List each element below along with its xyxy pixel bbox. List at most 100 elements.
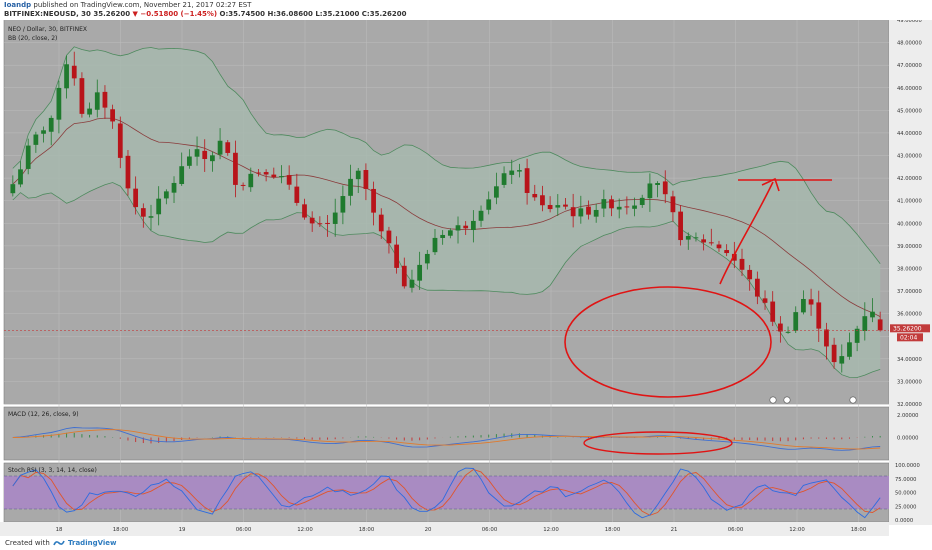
candle-body bbox=[501, 173, 507, 185]
candle-body bbox=[64, 64, 69, 89]
candle-body bbox=[363, 170, 369, 189]
candle-body bbox=[486, 199, 492, 210]
time-tick-label: 12:00 bbox=[789, 527, 805, 533]
candle-body bbox=[79, 78, 85, 114]
candle-body bbox=[494, 186, 499, 198]
candle-body bbox=[263, 172, 269, 175]
candle-body bbox=[194, 149, 200, 157]
candle-body bbox=[148, 216, 154, 218]
candle-body bbox=[33, 134, 39, 145]
candle-body bbox=[56, 87, 62, 120]
candle-body bbox=[171, 182, 177, 193]
candle-body bbox=[731, 253, 737, 261]
bollinger-lower-line bbox=[12, 182, 881, 378]
price-chart[interactable]: 35.26200 02:04 49.00000 48.00000 47.00000 46.… bbox=[0, 20, 932, 536]
ohlc-values: O:35.74500 H:36.08600 L:35.21000 C:35.26… bbox=[219, 10, 407, 18]
candle-body bbox=[770, 301, 776, 322]
candle-body bbox=[25, 145, 31, 169]
candle-body bbox=[655, 183, 660, 185]
annotation-arrow-curve bbox=[719, 181, 774, 285]
candle-body bbox=[801, 298, 806, 313]
candle-body bbox=[186, 156, 192, 166]
candle-body bbox=[739, 258, 745, 270]
candle-body bbox=[309, 217, 315, 224]
price-tick-label: 36.00000 bbox=[897, 312, 922, 318]
candle-body bbox=[877, 319, 883, 331]
candle-body bbox=[540, 195, 545, 206]
candle-body bbox=[432, 237, 438, 253]
candle-body bbox=[662, 181, 668, 195]
time-tick-label: 18:00 bbox=[359, 527, 375, 533]
publish-line: Ioandp published on TradingView.com, Nov… bbox=[4, 1, 251, 9]
candle-body bbox=[317, 223, 323, 225]
price-tick-label: 40.00000 bbox=[897, 221, 922, 227]
annotation-macd-ellipse bbox=[583, 431, 733, 455]
candle-body bbox=[555, 205, 561, 208]
candle-body bbox=[240, 184, 246, 186]
candle-body bbox=[470, 220, 476, 231]
price-change: ▼ −0.51800 (−1.45%) bbox=[132, 10, 218, 18]
candle-body bbox=[302, 204, 307, 218]
stoch-title: Stoch RSI (3, 3, 14, 14, close) bbox=[8, 467, 97, 474]
candle-body bbox=[509, 170, 515, 175]
time-tick-label: 20 bbox=[425, 527, 432, 533]
annotation-ellipse bbox=[564, 286, 772, 398]
candle-body bbox=[348, 178, 353, 196]
candle-body bbox=[532, 193, 538, 198]
candle-body bbox=[870, 311, 875, 318]
candle-body bbox=[202, 150, 208, 160]
stoch-tick-label: 25.0000 bbox=[895, 504, 916, 510]
candle-body bbox=[793, 312, 799, 331]
candle-body bbox=[578, 208, 584, 217]
candle-body bbox=[401, 265, 407, 287]
countdown-bg bbox=[897, 333, 923, 342]
candle-body bbox=[71, 65, 77, 79]
candle-body bbox=[447, 230, 453, 236]
price-tick-label: 48.00000 bbox=[897, 41, 922, 47]
candle-body bbox=[708, 242, 714, 244]
time-tick-label: 21 bbox=[671, 527, 678, 533]
countdown-label: 02:04 bbox=[900, 334, 917, 341]
candle-body bbox=[678, 211, 683, 241]
price-tick-label: 39.00000 bbox=[897, 244, 922, 250]
candle-body bbox=[87, 108, 92, 115]
candle-body bbox=[340, 196, 346, 213]
candle-body bbox=[632, 205, 637, 209]
candle-body bbox=[217, 140, 223, 155]
candle-body bbox=[854, 328, 860, 343]
candle-body bbox=[670, 196, 676, 213]
event-marker-icon bbox=[849, 396, 857, 404]
candle-body bbox=[179, 166, 185, 185]
candle-body bbox=[547, 204, 553, 210]
candle-body bbox=[210, 155, 215, 162]
candle-body bbox=[48, 117, 54, 132]
candle-body bbox=[616, 206, 622, 210]
indicator-bb-label: BB (20, close, 2) bbox=[8, 35, 57, 42]
candle-body bbox=[371, 188, 376, 213]
tradingview-brand[interactable]: TradingView bbox=[68, 539, 117, 547]
candle-body bbox=[110, 109, 115, 122]
candle-body bbox=[609, 199, 614, 209]
candle-body bbox=[18, 169, 23, 185]
candle-body bbox=[386, 230, 392, 244]
candle-body bbox=[463, 225, 469, 229]
candle-body bbox=[624, 206, 630, 208]
price-tag-bg bbox=[890, 324, 930, 333]
candle-body bbox=[824, 329, 829, 347]
candle-body bbox=[94, 92, 100, 110]
candle-body bbox=[156, 198, 162, 215]
bollinger-band-fill bbox=[12, 46, 881, 378]
time-tick-label: 12:00 bbox=[297, 527, 313, 533]
candle-body bbox=[332, 212, 338, 224]
candle-body bbox=[41, 130, 46, 134]
candle-body bbox=[325, 222, 330, 224]
candle-body bbox=[747, 269, 753, 280]
price-axis-bg bbox=[889, 20, 932, 525]
author-link[interactable]: Ioandp bbox=[4, 1, 32, 9]
candle-body bbox=[233, 152, 238, 185]
macd-tick-label: 0.00000 bbox=[897, 436, 918, 442]
last-price-label: 35.26200 bbox=[893, 325, 922, 332]
candle-body bbox=[478, 210, 484, 221]
candle-body bbox=[256, 172, 261, 174]
candle-body bbox=[279, 176, 284, 178]
